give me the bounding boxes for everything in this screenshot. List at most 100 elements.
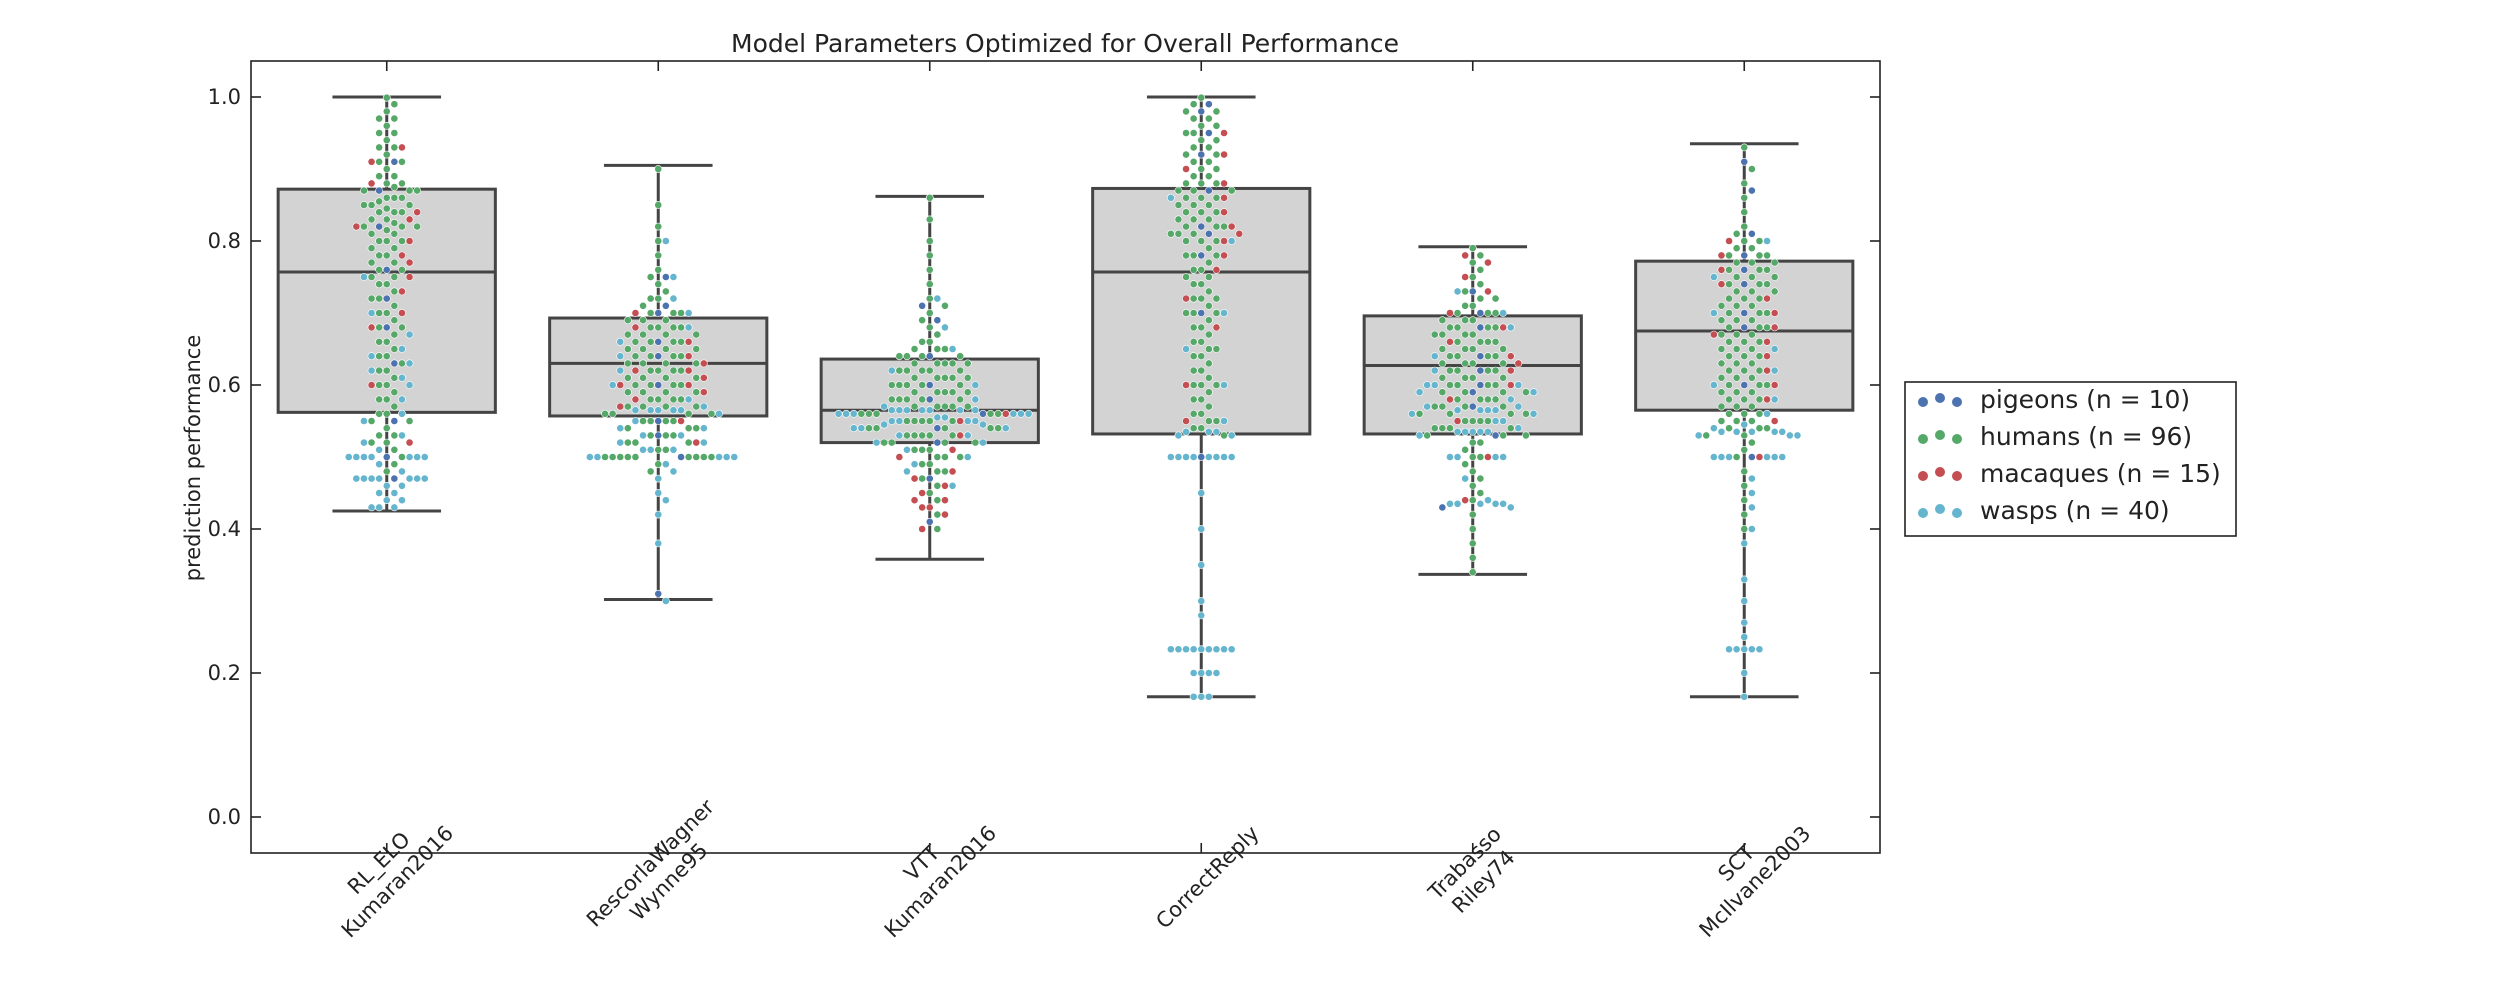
swarm-point-humans (1491, 309, 1500, 317)
swarm-point-macaques (616, 381, 625, 389)
swarm-point-humans (390, 373, 399, 382)
swarm-point-humans (925, 417, 934, 425)
swarm-point-humans (669, 417, 678, 425)
swarm-point-pigeons (1740, 323, 1749, 332)
legend-entry: humans (n = 96) (1918, 422, 2192, 451)
swarm-point-wasps (639, 445, 647, 454)
swarm-point-wasps (1770, 395, 1779, 404)
swarm-point-humans (1182, 179, 1190, 188)
swarm-point-wasps (1174, 431, 1183, 440)
swarm-point-humans (1476, 280, 1485, 289)
legend-marker (1918, 508, 1928, 518)
swarm-point-macaques (1182, 417, 1190, 425)
swarm-point-humans (1461, 417, 1470, 425)
swarm-point-wasps (895, 406, 904, 415)
swarm-point-humans (1468, 467, 1477, 476)
swarm-point-humans (1732, 417, 1741, 425)
swarm-point-humans (1747, 301, 1756, 310)
swarm-point-humans (1717, 301, 1726, 310)
swarm-point-humans (661, 402, 670, 411)
swarm-point-humans (1430, 402, 1439, 411)
swarm-point-wasps (1220, 645, 1228, 654)
swarm-point-humans (1438, 424, 1447, 433)
swarm-point-humans (661, 388, 670, 397)
swarm-point-humans (623, 359, 632, 368)
swarm-point-humans (616, 453, 625, 461)
swarm-point-macaques (1763, 337, 1771, 346)
swarm-point-humans (1755, 251, 1764, 260)
swarm-point-humans (375, 381, 384, 389)
swarm-point-humans (1755, 237, 1764, 245)
swarm-point-wasps (1430, 381, 1439, 389)
swarm-point-humans (669, 323, 678, 332)
swarm-point-humans (948, 431, 957, 440)
swarm-point-wasps (398, 467, 406, 476)
swarm-point-wasps (1189, 645, 1198, 654)
swarm-point-humans (1182, 208, 1190, 217)
swarm-point-wasps (941, 413, 949, 422)
swarm-point-humans (1522, 431, 1530, 440)
swarm-point-humans (956, 453, 965, 461)
swarm-point-humans (865, 424, 873, 433)
swarm-point-humans (646, 273, 655, 281)
swarm-point-humans (367, 258, 376, 267)
swarm-point-humans (1484, 337, 1492, 346)
swarm-point-wasps (1204, 453, 1213, 461)
swarm-point-humans (639, 402, 647, 411)
swarm-point-humans (1484, 323, 1492, 332)
swarm-point-wasps (979, 438, 987, 447)
swarm-point-macaques (1461, 496, 1470, 505)
swarm-point-humans (375, 409, 384, 418)
swarm-point-humans (986, 409, 995, 418)
swarm-point-wasps (1747, 489, 1756, 497)
swarm-point-wasps (1227, 645, 1236, 654)
swarm-point-wasps (661, 597, 670, 605)
swarm-point-wasps (1415, 431, 1424, 440)
swarm-point-humans (1461, 460, 1470, 469)
swarm-point-macaques (956, 417, 965, 425)
swarm-point-humans (390, 100, 399, 109)
swarm-point-wasps (834, 409, 843, 418)
swarm-point-humans (1755, 381, 1764, 389)
swarm-point-wasps (1499, 499, 1508, 508)
swarm-point-pigeons (382, 265, 391, 274)
swarm-point-humans (382, 409, 391, 418)
swarm-point-humans (405, 186, 414, 195)
swarm-point-wasps (1182, 645, 1190, 654)
swarm-point-humans (895, 381, 904, 389)
swarm-point-humans (390, 183, 399, 191)
swarm-point-humans (360, 201, 368, 209)
swarm-point-humans (933, 345, 942, 353)
swarm-point-macaques (699, 388, 708, 397)
swarm-point-humans (677, 395, 685, 404)
swarm-point-wasps (895, 431, 904, 440)
swarm-point-humans (1204, 172, 1213, 181)
swarm-point-wasps (398, 481, 406, 490)
swarm-point-humans (1747, 417, 1756, 425)
swarm-point-humans (1725, 294, 1733, 303)
swarm-point-pigeons (390, 417, 399, 425)
legend-marker (1952, 471, 1962, 481)
swarm-point-macaques (1212, 265, 1221, 274)
swarm-point-humans (1197, 193, 1206, 202)
swarm-point-macaques (948, 467, 957, 476)
swarm-point-humans (1461, 345, 1470, 353)
y-tick-label: 0.6 (208, 373, 241, 397)
swarm-point-humans (1763, 309, 1771, 317)
swarm-point-wasps (1182, 345, 1190, 353)
swarm-point-humans (910, 417, 919, 425)
swarm-point-humans (1212, 121, 1221, 130)
swarm-point-humans (1212, 193, 1221, 202)
swarm-point-pigeons (1747, 453, 1756, 461)
swarm-point-humans (1204, 114, 1213, 123)
swarm-point-humans (1506, 409, 1515, 418)
swarm-point-humans (1725, 366, 1733, 375)
swarm-point-humans (661, 316, 670, 325)
swarm-point-humans (360, 222, 368, 231)
swarm-point-humans (375, 143, 384, 152)
swarm-point-humans (918, 366, 927, 375)
swarm-point-wasps (1174, 645, 1183, 654)
swarm-point-wasps (1453, 287, 1462, 296)
swarm-point-macaques (405, 237, 414, 245)
